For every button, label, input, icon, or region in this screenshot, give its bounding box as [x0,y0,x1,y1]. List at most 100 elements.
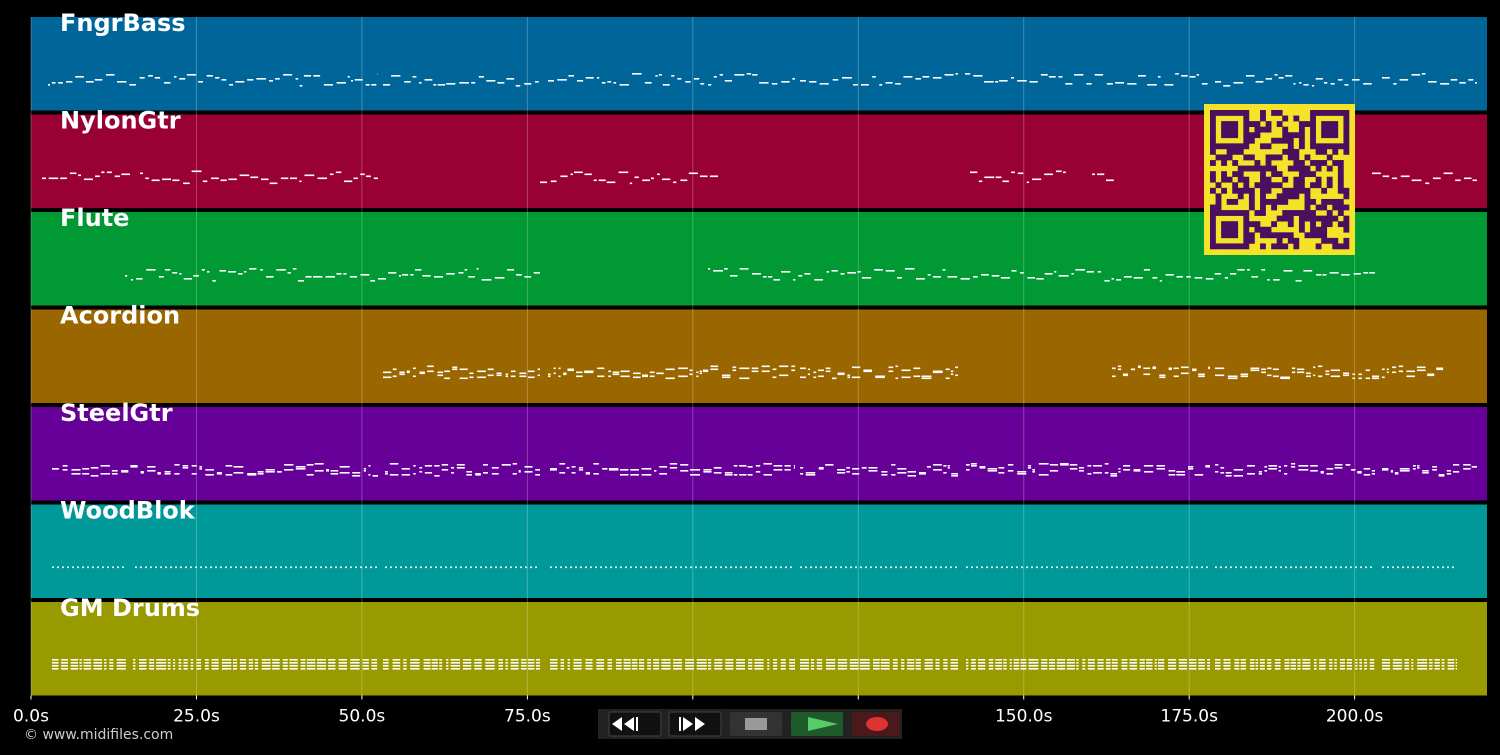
note [385,566,387,569]
note [1390,471,1394,473]
note [233,466,244,468]
note [1152,367,1156,370]
qr-cell [1337,182,1344,189]
note [1272,375,1279,378]
note [826,665,836,667]
note [789,665,795,667]
note [244,271,247,273]
note [793,467,795,469]
qr-cell [1282,243,1289,250]
qr-cell [1343,221,1350,228]
note [1168,368,1173,371]
note [732,369,737,372]
note [1196,74,1199,76]
note [216,472,222,474]
play-button[interactable] [791,712,843,736]
note [1259,659,1265,661]
record-button[interactable] [852,712,900,736]
qr-cell [1304,210,1311,216]
stop-button[interactable] [730,712,782,736]
note [371,665,378,667]
note [392,375,397,378]
note [810,662,815,664]
qr-cell [1332,215,1339,222]
note [901,369,911,372]
note [378,278,386,280]
note [501,464,511,466]
note [748,665,753,667]
note [998,467,1005,469]
rewind-button[interactable] [608,711,662,737]
qr-cell [1282,148,1289,155]
note [392,665,401,667]
note [800,668,809,670]
note [299,85,303,87]
note [235,81,245,83]
note [607,668,613,670]
note [474,659,482,661]
note [973,75,983,77]
note [527,662,535,664]
qr-cell [1310,210,1316,216]
note [1274,668,1281,670]
note [383,659,389,661]
note [1225,472,1232,474]
note [685,662,694,664]
forward-button[interactable] [668,711,722,737]
note [999,80,1008,82]
note [720,566,722,569]
note [995,665,1003,667]
note [261,659,271,661]
note [82,566,84,569]
qr-cell [1260,187,1266,194]
note [1391,371,1397,374]
note [496,374,502,377]
note [849,662,859,664]
note [826,659,836,661]
note [297,280,305,282]
note [1240,659,1246,661]
note [487,374,494,377]
note [767,276,773,278]
note [826,668,836,670]
note [305,276,312,278]
note [405,566,407,569]
note [700,83,705,85]
note [689,369,693,372]
note [172,179,180,182]
note [70,665,78,667]
note [200,566,202,569]
note [767,659,770,661]
tick-label: 0.0s [13,707,49,727]
note [1382,77,1390,79]
qr-cell [1226,176,1233,183]
note [196,665,201,667]
qr-cell [1315,226,1322,233]
note [114,175,121,178]
note [427,370,434,373]
qr-cell [1232,232,1239,239]
note [403,659,407,661]
note [1111,662,1118,664]
note [585,662,593,664]
note [363,468,367,470]
note [1186,276,1191,278]
qr-cell [1321,226,1328,233]
note [475,566,477,569]
note [248,662,254,664]
qr-cell [1237,193,1244,200]
note [477,370,486,373]
note [1358,373,1362,376]
note [61,662,68,664]
note [446,662,449,664]
note [885,82,893,84]
note [955,566,957,569]
track-lane [31,602,1487,696]
qr-cell [1237,148,1244,155]
note [1180,366,1189,369]
note [1166,566,1168,569]
note [505,668,508,670]
qr-cell [1226,221,1233,228]
qr-cell [1326,237,1333,244]
